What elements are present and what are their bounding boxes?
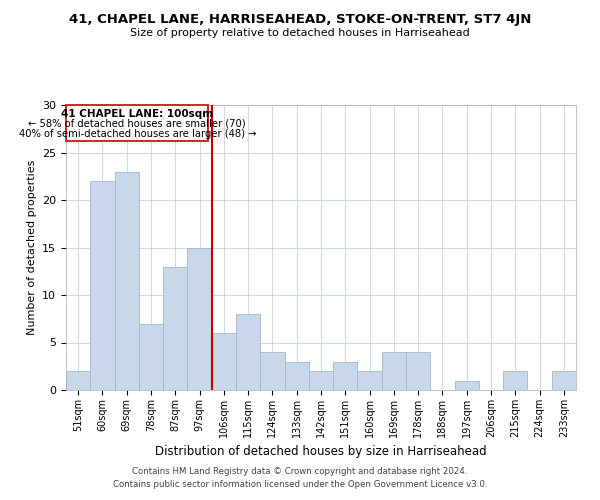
Bar	[358, 371, 382, 390]
Bar	[139, 324, 163, 390]
Y-axis label: Number of detached properties: Number of detached properties	[26, 160, 37, 335]
Bar	[455, 380, 479, 390]
Bar	[333, 362, 358, 390]
Text: 40% of semi-detached houses are larger (48) →: 40% of semi-detached houses are larger (…	[19, 129, 256, 139]
Text: 41 CHAPEL LANE: 100sqm: 41 CHAPEL LANE: 100sqm	[61, 109, 214, 119]
Bar	[309, 371, 333, 390]
Bar	[163, 266, 187, 390]
X-axis label: Distribution of detached houses by size in Harriseahead: Distribution of detached houses by size …	[155, 446, 487, 458]
Bar	[90, 181, 115, 390]
FancyBboxPatch shape	[67, 105, 208, 141]
Text: Contains HM Land Registry data © Crown copyright and database right 2024.: Contains HM Land Registry data © Crown c…	[132, 467, 468, 476]
Bar	[406, 352, 430, 390]
Text: 41, CHAPEL LANE, HARRISEAHEAD, STOKE-ON-TRENT, ST7 4JN: 41, CHAPEL LANE, HARRISEAHEAD, STOKE-ON-…	[69, 12, 531, 26]
Bar	[187, 248, 212, 390]
Bar	[552, 371, 576, 390]
Bar	[503, 371, 527, 390]
Text: Contains public sector information licensed under the Open Government Licence v3: Contains public sector information licen…	[113, 480, 487, 489]
Text: Size of property relative to detached houses in Harriseahead: Size of property relative to detached ho…	[130, 28, 470, 38]
Bar	[115, 172, 139, 390]
Bar	[260, 352, 284, 390]
Bar	[382, 352, 406, 390]
Bar	[236, 314, 260, 390]
Bar	[212, 333, 236, 390]
Bar	[66, 371, 90, 390]
Bar	[284, 362, 309, 390]
Text: ← 58% of detached houses are smaller (70): ← 58% of detached houses are smaller (70…	[28, 118, 246, 128]
